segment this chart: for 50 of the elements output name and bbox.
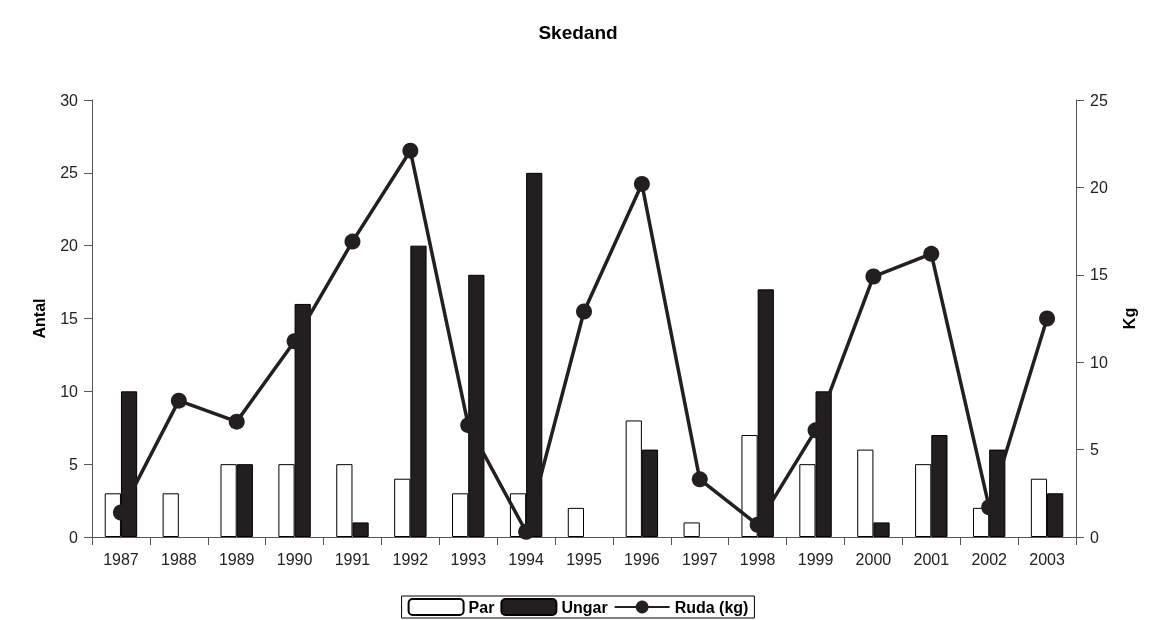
y2-axis-title: Kg [1120,307,1138,330]
y2-tick-label: 15 [1090,266,1108,284]
point [344,233,361,250]
y-tick-label: 5 [69,455,79,473]
y2-tick-label: 5 [1090,441,1099,459]
legend-label: Ungar [561,598,608,616]
x-tick-label: 1990 [276,550,313,568]
point [170,392,187,409]
x-tick-label: 1989 [218,550,255,568]
bar [683,522,700,537]
x-tick-label: 1988 [161,550,197,568]
x-tick-label: 1996 [624,550,660,568]
y-tick-label: 10 [60,382,79,400]
x-tick-label: 1987 [103,550,139,568]
bar [567,507,584,537]
bar [162,493,179,537]
point [1039,310,1056,327]
y-tick-label: 25 [60,164,79,182]
y-tick-label: 0 [69,528,79,546]
y2-tick-label: 20 [1090,178,1108,196]
y2-tick-label: 0 [1090,528,1099,546]
x-tick-label: 1999 [797,550,834,568]
point [691,471,708,488]
x-tick-label: 1993 [450,550,487,568]
point [402,142,419,159]
x-tick-label: 2003 [1029,550,1065,568]
x-tick-label: 1991 [334,550,371,568]
point [228,413,245,430]
point [865,268,882,285]
y-tick-label: 15 [60,310,79,327]
chart-title: Skedand [538,22,618,43]
x-tick-label: 2000 [855,550,892,568]
x-tick-label: 2002 [971,550,1008,568]
x-tick-label: 1998 [739,550,776,568]
point [923,245,940,262]
y2-tick-label: 10 [1090,353,1108,371]
y-tick-label: 30 [60,91,79,109]
x-tick-label: 1994 [508,550,545,568]
x-tick-label: 1992 [392,550,429,568]
y-axis-title: Antal [30,298,48,339]
point [633,175,650,192]
x-tick-label: 2001 [913,550,950,568]
x-tick-label: 1997 [681,550,718,568]
legend-label: Par [468,598,495,616]
y-tick-label: 20 [60,237,79,255]
point [576,303,592,320]
y2-tick-label: 25 [1090,91,1108,109]
point [518,523,535,540]
x-tick-label: 1995 [566,550,602,568]
legend-label: Ruda (kg) [674,598,749,616]
